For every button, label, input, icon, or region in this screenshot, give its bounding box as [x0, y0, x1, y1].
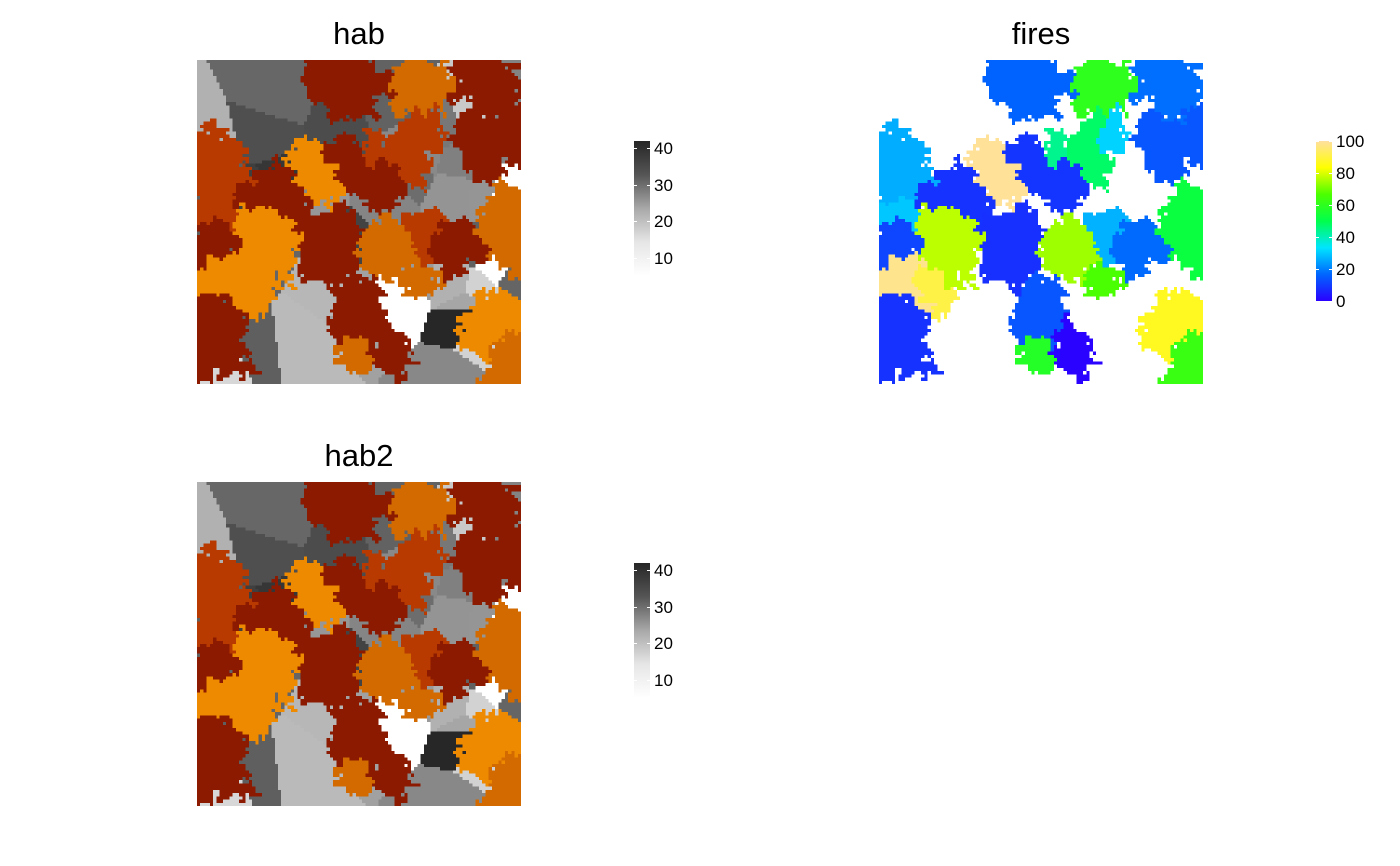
legend-tick-mark: [634, 606, 637, 608]
legend-tick-mark: [1329, 141, 1332, 142]
legend-tick-label: 20: [1336, 260, 1355, 279]
legend-tick-mark: [1316, 141, 1319, 142]
panel-title-fires: fires: [1011, 16, 1071, 51]
legend-tick-label: 40: [1336, 228, 1355, 247]
panel-title-hab: hab: [333, 16, 385, 51]
legend-tick-label: 20: [654, 634, 673, 654]
legend-tick-label: 10: [654, 670, 673, 690]
legend-tick-mark: [647, 257, 650, 259]
legend-tick-mark: [1316, 173, 1319, 174]
legend-tick-mark: [1316, 269, 1319, 270]
legend-colorbar: [1316, 141, 1332, 301]
legend-tick-mark: [1329, 173, 1332, 174]
legend-tick-mark: [647, 184, 650, 186]
panel-title-hab2: hab2: [324, 438, 394, 473]
legend-tick-mark: [1329, 301, 1332, 302]
legend-tick-mark: [647, 148, 650, 150]
legend-tick-mark: [634, 184, 637, 186]
legend-tick-mark: [1329, 269, 1332, 270]
legend-tick-mark: [1316, 205, 1319, 206]
raster-hab2: [197, 482, 521, 806]
legend-colorbar: [634, 141, 650, 276]
legend-tick-mark: [634, 643, 637, 645]
legend-tick-label: 60: [1336, 196, 1355, 215]
legend-tick-label: 30: [654, 597, 673, 617]
legend-tick-mark: [647, 643, 650, 645]
legend-tick-label: 100: [1336, 132, 1365, 151]
legend-tick-mark: [634, 221, 637, 223]
legend-tick-label: 30: [654, 175, 673, 195]
legend-colorbar: [634, 563, 650, 698]
legend-tick-label: 40: [654, 561, 673, 581]
legend-tick-mark: [1316, 237, 1319, 238]
legend-tick-mark: [634, 148, 637, 150]
legend-tick-label: 20: [654, 212, 673, 232]
legend-tick-mark: [647, 606, 650, 608]
legend-tick-label: 40: [654, 139, 673, 159]
legend-tick-mark: [647, 679, 650, 681]
legend-tick-mark: [1329, 205, 1332, 206]
raster-fires: [879, 60, 1203, 384]
legend-tick-mark: [634, 257, 637, 259]
legend-tick-label: 80: [1336, 164, 1355, 183]
legend-tick-mark: [634, 679, 637, 681]
legend-tick-label: 0: [1336, 292, 1346, 311]
legend-tick-mark: [634, 570, 637, 572]
raster-hab: [197, 60, 521, 384]
legend-tick-label: 10: [654, 248, 673, 268]
legend-tick-mark: [1316, 301, 1319, 302]
legend-tick-mark: [647, 570, 650, 572]
legend-tick-mark: [647, 221, 650, 223]
legend-tick-mark: [1329, 237, 1332, 238]
